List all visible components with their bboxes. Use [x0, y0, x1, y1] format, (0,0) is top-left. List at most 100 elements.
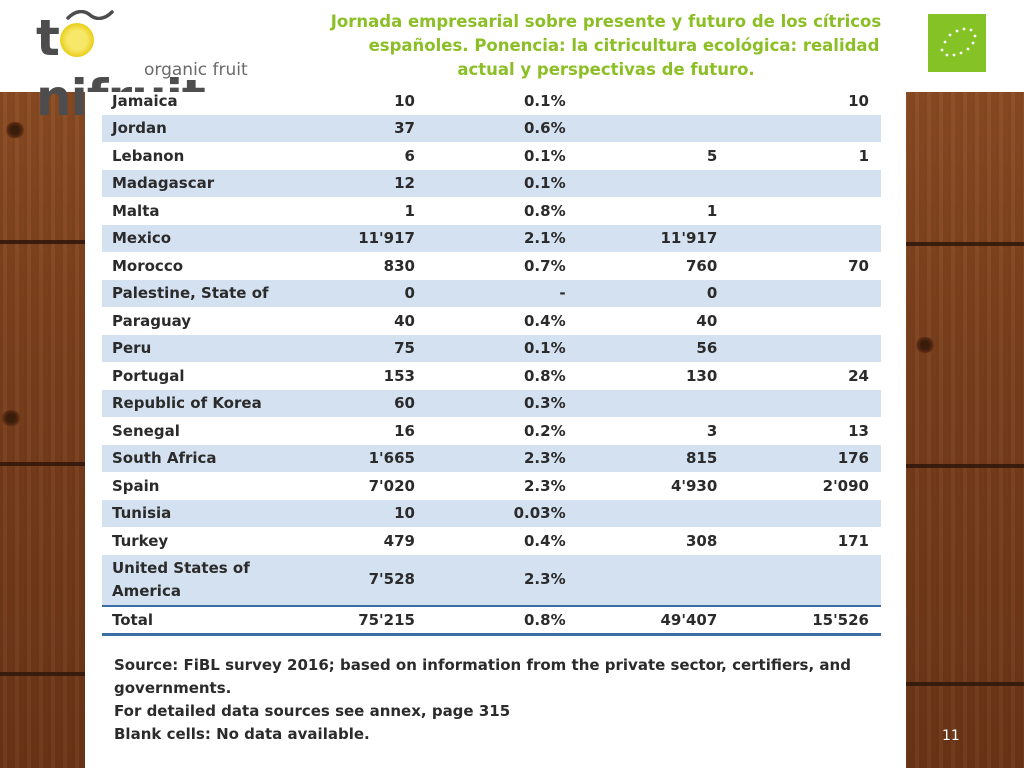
total-row: Total 75'215 0.8% 49'407 15'526 [102, 604, 881, 636]
country-cell: Turkey [112, 531, 169, 550]
col4-cell [729, 114, 881, 142]
col4-cell [729, 554, 881, 606]
country-cell: Malta [112, 201, 160, 220]
share-cell: 0.1% [524, 146, 566, 165]
title-line: actual y perspectivas de futuro. [457, 60, 755, 79]
country-cell: Republic of Korea [102, 389, 315, 417]
country-cell: Paraguay [112, 311, 192, 330]
wood-knot [0, 410, 22, 426]
country-cell: Portugal [112, 366, 185, 385]
col3-cell: 5 [706, 146, 718, 165]
slide-header: tonifruit tnifruit organic fruit Jornada… [0, 0, 1024, 127]
country-cell: Jordan [102, 114, 315, 142]
col3-cell: 0 [577, 279, 730, 307]
col4-cell [729, 307, 881, 335]
table-row: Portugal 153 0.8% 130 24 [102, 362, 881, 390]
col3-cell: 1 [706, 201, 718, 220]
table-row: Mexico 11'917 2.1% 11'917 [102, 224, 881, 252]
share-cell: 0.7% [524, 256, 566, 275]
table-row: Malta 1 0.8% 1 [102, 197, 881, 225]
table-row: Lebanon 6 0.1% 5 1 [102, 142, 881, 170]
plank-gap [906, 682, 1024, 686]
eu-organic-leaf-icon [928, 14, 986, 72]
total-share: 0.8% [426, 604, 578, 636]
table-row: Morocco 830 0.7% 760 70 [102, 252, 881, 280]
total-col3: 49'407 [577, 604, 730, 636]
area-cell: 0 [314, 279, 427, 307]
share-cell: 0.3% [426, 389, 578, 417]
table-row: United States of America 7'528 2.3% [102, 554, 881, 606]
col4-cell [729, 279, 881, 307]
col4-cell [729, 499, 881, 527]
area-cell: 11'917 [314, 224, 427, 252]
plank-gap [0, 240, 85, 244]
share-cell: 0.03% [426, 499, 578, 527]
col3-cell: 40 [696, 311, 718, 330]
source-line: Blank cells: No data available. [114, 725, 370, 743]
wood-knot [914, 337, 936, 353]
area-cell: 830 [383, 256, 415, 275]
country-cell: Spain [112, 476, 160, 495]
table-row: Palestine, State of 0-0 [102, 279, 881, 307]
col4-cell: 2'090 [822, 476, 869, 495]
plank-gap [0, 462, 85, 466]
table-row: Paraguay 40 0.4% 40 [102, 307, 881, 335]
col4-cell [729, 389, 881, 417]
area-cell: 75 [314, 334, 427, 362]
country-cell: Jamaica [112, 91, 178, 110]
source-line: For detailed data sources see annex, pag… [114, 702, 511, 720]
table-row: Senegal 16 0.2% 3 13 [102, 417, 881, 445]
area-cell: 1'665 [314, 444, 427, 472]
col4-cell: 10 [848, 91, 869, 110]
country-cell: Mexico [102, 224, 315, 252]
logo-tagline: organic fruit [144, 60, 248, 80]
col4-cell: 13 [848, 421, 869, 440]
citrus-area-table: Jamaica 10 0.1% 10 Jordan 37 0.6% Lebanon 6 0.1% 5… [102, 87, 881, 636]
area-cell: 1 [404, 201, 415, 220]
col4-cell: 24 [848, 366, 869, 385]
country-cell: Lebanon [112, 146, 185, 165]
area-cell: 479 [383, 531, 415, 550]
col4-cell: 1 [858, 146, 869, 165]
col3-cell: 308 [685, 531, 718, 550]
share-cell: 0.6% [426, 114, 578, 142]
share-cell: 0.8% [524, 201, 566, 220]
area-cell: 7'528 [314, 554, 427, 606]
col4-cell: 171 [837, 531, 869, 550]
share-cell: 2.3% [426, 554, 578, 606]
col3-cell [578, 87, 730, 115]
share-cell: - [426, 279, 578, 307]
col4-cell [729, 224, 881, 252]
col3-cell: 130 [685, 366, 718, 385]
table-panel: Jamaica 10 0.1% 10 Jordan 37 0.6% Lebanon 6 0.1% 5… [85, 92, 906, 768]
col3-cell [577, 499, 730, 527]
share-cell: 0.1% [426, 169, 578, 197]
col3-cell: 3 [706, 421, 718, 440]
col4-cell [729, 197, 881, 225]
total-col4: 15'526 [729, 604, 881, 636]
table-row: South Africa 1'665 2.3% 815 176 [102, 444, 881, 472]
plank-gap [906, 464, 1024, 468]
area-cell: 12 [314, 169, 427, 197]
col3-cell [577, 389, 730, 417]
table-row: Jamaica 10 0.1% 10 [102, 87, 881, 115]
col3-cell: 56 [577, 334, 730, 362]
country-cell: South Africa [102, 444, 315, 472]
area-cell: 153 [383, 366, 415, 385]
col4-cell: 176 [729, 444, 881, 472]
col4-cell [729, 169, 881, 197]
col3-cell: 11'917 [577, 224, 730, 252]
area-cell: 10 [394, 91, 415, 110]
table-row: Tunisia 10 0.03% [102, 499, 881, 527]
share-cell: 0.4% [524, 311, 566, 330]
area-cell: 60 [314, 389, 427, 417]
country-cell: United States of America [102, 554, 315, 606]
table-row: Turkey 479 0.4% 308 171 [102, 527, 881, 555]
table-row: Spain 7'020 2.3% 4'930 2'090 [102, 472, 881, 500]
col4-cell: 70 [848, 256, 869, 275]
total-area: 75'215 [314, 604, 427, 636]
plank-gap [0, 672, 85, 676]
area-cell: 7'020 [368, 476, 415, 495]
area-cell: 37 [314, 114, 427, 142]
area-cell: 6 [404, 146, 415, 165]
